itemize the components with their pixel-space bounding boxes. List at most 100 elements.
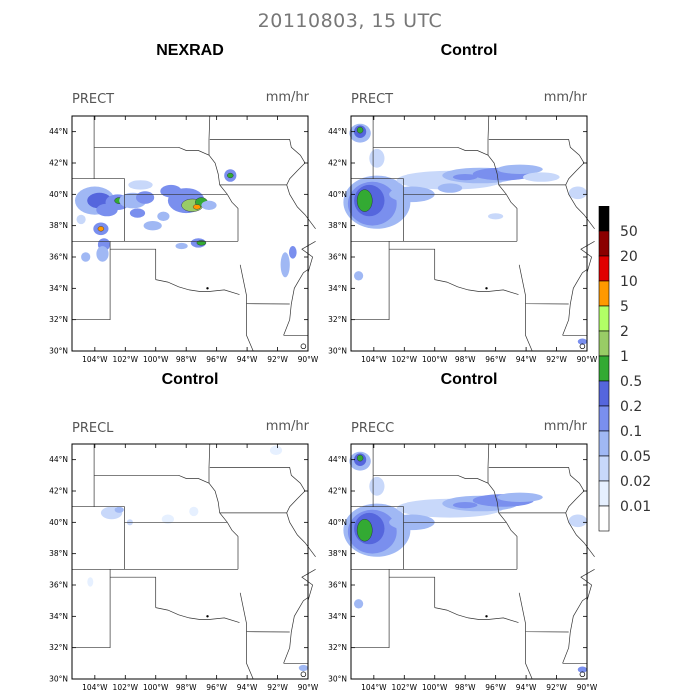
map0-lat-label: 34°N — [49, 284, 68, 293]
map0-precip-cell — [192, 204, 201, 210]
map0-precip-cell — [96, 246, 109, 262]
colorbar-level-label: 0.1 — [620, 424, 642, 440]
colorbar-level-label: 0.01 — [620, 499, 651, 515]
map3-state-border — [373, 474, 507, 523]
map3-state-border — [389, 576, 436, 608]
map1-precip-cell — [488, 213, 504, 220]
colorbar-swatch — [598, 355, 610, 382]
map1-precip-cell — [523, 172, 560, 182]
map0-precip-cell — [196, 240, 207, 246]
colorbar-swatch — [598, 330, 610, 357]
map0-precip-cell — [143, 221, 162, 231]
map0-state-border — [286, 184, 316, 230]
colorbar-level-label: 2 — [620, 324, 629, 340]
map3-precip-cell — [354, 599, 364, 609]
map0-lon-label: 90°W — [298, 355, 319, 364]
map-panel-control-precc: 44°N 42°N 40°N 38°N 36°N 34°N 32°N 30°N 104°W 102… — [328, 443, 598, 692]
map3-state-border — [434, 607, 519, 623]
map3-state-border — [487, 443, 490, 484]
map0-lat-label: 44°N — [49, 127, 68, 136]
map1-lat-label: 32°N — [328, 315, 347, 324]
colorbar-level-label: 0.2 — [620, 399, 642, 415]
map3-lat-label: 44°N — [328, 455, 347, 464]
map1-state-border — [389, 248, 436, 280]
map0-lake — [300, 343, 307, 350]
map1-precip-cell — [437, 183, 463, 193]
map0-lon-label: 94°W — [237, 355, 258, 364]
map3-lat-label: 40°N — [328, 518, 347, 527]
map2-state-border — [283, 597, 309, 664]
map2-lat-label: 42°N — [49, 487, 68, 496]
map1-precip-cell — [369, 148, 385, 168]
map0-lat-label: 36°N — [49, 253, 68, 262]
map3-state-border — [562, 597, 588, 664]
map0-state-border — [283, 269, 309, 336]
map0-precip-cell — [97, 226, 105, 232]
map0-state-border — [110, 248, 157, 280]
map1-state-border — [565, 184, 595, 230]
units-label-nexrad: mm/hr — [265, 90, 309, 105]
map0-lon-label: 104°W — [82, 355, 108, 364]
map3-lon-label: 92°W — [546, 683, 567, 692]
map3-lat-label: 30°N — [328, 675, 347, 684]
colorbar-swatch — [598, 255, 610, 282]
map0-state-border — [72, 241, 111, 321]
map1-precip-cell — [577, 338, 587, 345]
map0-lon-label: 98°W — [176, 355, 197, 364]
map1-state-border — [351, 241, 390, 321]
map2-lon-label: 100°W — [143, 683, 169, 692]
colorbar-level-label: 0.02 — [620, 474, 651, 490]
map3-precip-cell — [497, 492, 543, 502]
map1-frame — [350, 115, 588, 352]
map1-precip-cell — [453, 174, 478, 181]
map1-lon-label: 104°W — [361, 355, 387, 364]
map2-state-border — [72, 569, 111, 649]
map-panel-control-precl: 44°N 42°N 40°N 38°N 36°N 34°N 32°N 30°N 104°W 102… — [49, 443, 319, 692]
map1-lon-label: 94°W — [516, 355, 537, 364]
map3-lake — [579, 671, 586, 678]
colorbar: 50 20 10 5 2 1 0.5 0.2 0.1 0.05 0.02 0.01 — [598, 206, 651, 532]
map0-precip-cell — [128, 180, 153, 190]
map3-precip-cell — [577, 666, 587, 673]
map0-precip-cell — [280, 252, 290, 278]
map0-lat-label: 32°N — [49, 315, 68, 324]
colorbar-swatch — [598, 455, 610, 482]
map1-state-border — [518, 264, 569, 305]
panel-title-nexrad: NEXRAD — [156, 42, 224, 59]
map2-lake — [206, 615, 209, 618]
map1-precip-cell — [354, 271, 364, 281]
map0-precip-cell — [129, 208, 146, 218]
map3-frame — [350, 443, 588, 680]
map1-state-border — [525, 304, 533, 352]
map1-state-border — [487, 115, 490, 156]
map3-background — [351, 444, 587, 679]
map1-precip-cell — [497, 164, 543, 174]
map3-lon-label: 100°W — [422, 683, 448, 692]
map1-lat-label: 34°N — [328, 284, 347, 293]
map1-lat-label: 40°N — [328, 190, 347, 199]
map2-precip-cell — [189, 506, 199, 517]
panel-title-control-precc: Control — [440, 371, 498, 388]
map1-lat-label: 42°N — [328, 159, 347, 168]
map1-lake — [579, 343, 586, 350]
map3-precip-cell — [453, 502, 478, 509]
colorbar-swatch — [598, 380, 610, 407]
colorbar-level-label: 0.05 — [620, 449, 651, 465]
map1-background — [351, 116, 587, 351]
map3-lon-label: 104°W — [361, 683, 387, 692]
map0-lon-label: 102°W — [113, 355, 139, 364]
map2-state-border — [208, 443, 211, 484]
map3-state-border — [351, 569, 390, 649]
map3-lon-label: 98°W — [455, 683, 476, 692]
colorbar-level-label: 20 — [620, 249, 638, 265]
map2-lat-label: 40°N — [49, 518, 68, 527]
map2-lake — [300, 671, 307, 678]
map-panel-control-prect: 44°N 42°N 40°N 38°N 36°N 34°N 32°N 30°N 104°W 102… — [328, 115, 598, 364]
map3-precip-cell — [356, 518, 373, 542]
map3-state-border — [525, 632, 533, 680]
colorbar-swatch — [598, 230, 610, 257]
units-label-control-prect: mm/hr — [543, 90, 587, 105]
map1-lat-label: 44°N — [328, 127, 347, 136]
map3-lon-label: 102°W — [392, 683, 418, 692]
map0-precip-cell — [289, 246, 297, 259]
